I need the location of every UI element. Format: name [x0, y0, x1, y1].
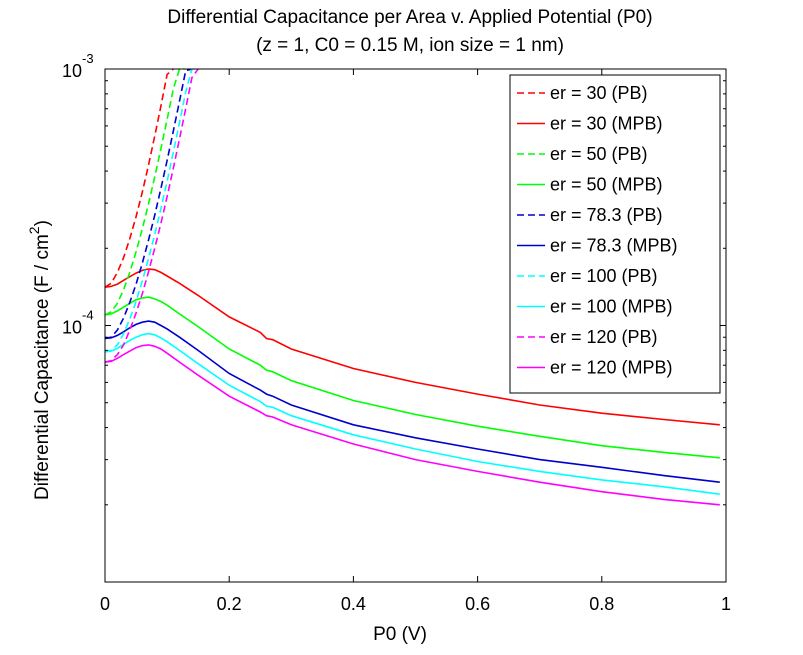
legend-box: [509, 74, 721, 394]
series-line-er-30-pb: [105, 69, 174, 288]
y-tick-label-base: 10: [62, 61, 82, 81]
series-line-er-120-pb: [105, 69, 199, 363]
x-tick-label: 0.6: [465, 594, 490, 614]
y-axis-label-close: ): [32, 220, 53, 226]
tick-layer: 0 0.2 0.4 0.6 0.8 110-310-4: [62, 51, 731, 614]
y-axis-label-main: Differential Capacitance (F / cm: [32, 234, 53, 500]
x-tick-label: 1: [721, 594, 731, 614]
y-axis-label: Differential Capacitance (F / cm2): [26, 220, 53, 500]
series-line-er-100-mpb: [105, 332, 720, 495]
y-tick-label-base: 10: [62, 318, 82, 338]
x-tick-label: 0.4: [341, 594, 366, 614]
legend-entry-er-78-3-mpb: er = 78.3 (MPB): [550, 236, 678, 256]
legend-entry-er-100-mpb: er = 100 (MPB): [550, 297, 673, 317]
chart-subtitle: (z = 1, C0 = 0.15 M, ion size = 1 nm): [256, 35, 564, 56]
legend-entry-er-120-mpb: er = 120 (MPB): [550, 358, 673, 378]
legend-entry-er-50-mpb: er = 50 (MPB): [550, 175, 663, 195]
legend-entry-er-50-pb: er = 50 (PB): [550, 144, 648, 164]
series-line-er-120-mpb: [105, 344, 720, 506]
x-tick-label: 0: [100, 594, 110, 614]
legend-entry-er-30-mpb: er = 30 (MPB): [550, 114, 663, 134]
series-line-er-78-3-pb: [105, 69, 193, 340]
x-tick-label: 0.2: [217, 594, 242, 614]
series-line-er-30-mpb: [105, 268, 720, 426]
y-axis-label-group: Differential Capacitance (F / cm2): [26, 220, 53, 500]
legend-entry-er-120-pb: er = 120 (PB): [550, 327, 658, 347]
legend-entry-er-30-pb: er = 30 (PB): [550, 83, 648, 103]
y-tick-label-exponent: -4: [82, 308, 94, 323]
x-tick-label: 0.8: [589, 594, 614, 614]
series-line-er-50-pb: [105, 69, 186, 316]
legend: er = 30 (PB) er = 30 (MPB) er = 50 (PB) er …: [509, 74, 721, 394]
y-axis-label-superscript: 2: [26, 226, 42, 234]
y-tick-label-exponent: -3: [82, 51, 94, 66]
chart-title: Differential Capacitance per Area v. App…: [167, 7, 652, 28]
legend-entry-er-78-3-pb: er = 78.3 (PB): [550, 205, 663, 225]
x-axis-label: P0 (V): [373, 624, 427, 645]
series-layer: [105, 69, 720, 506]
legend-entry-er-100-pb: er = 100 (PB): [550, 266, 658, 286]
